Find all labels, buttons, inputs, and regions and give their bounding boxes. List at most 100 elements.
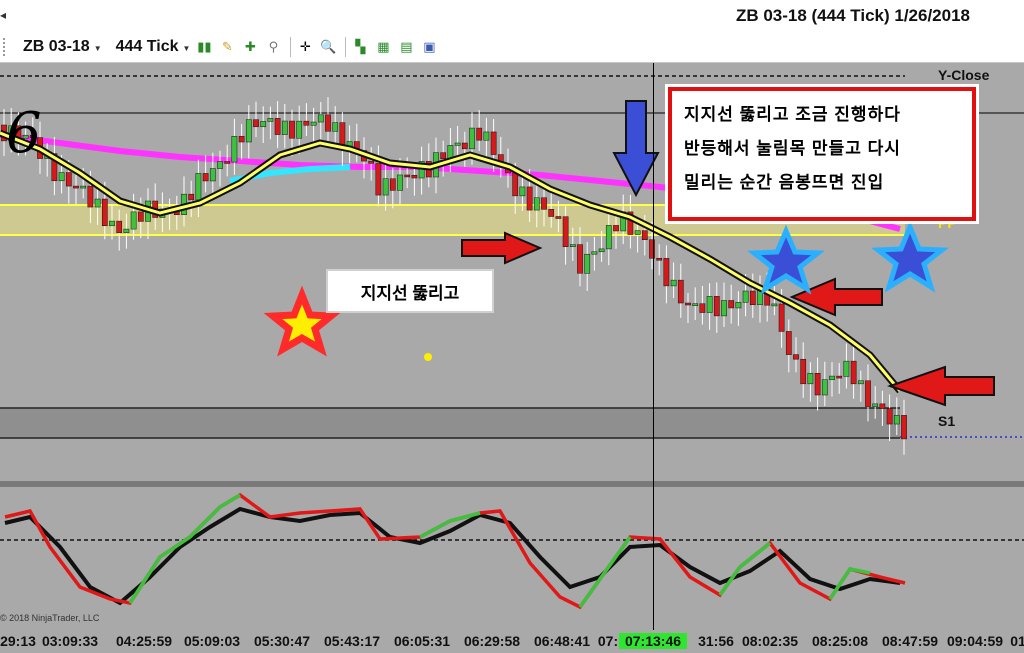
indicators-icon[interactable]: ▚ — [351, 38, 369, 56]
candle-up — [844, 361, 849, 376]
candle-down — [477, 128, 482, 140]
candle-down — [700, 304, 705, 313]
candle-down — [491, 132, 496, 155]
candle-up — [894, 415, 899, 424]
candle-up — [743, 291, 748, 302]
wand-icon[interactable]: ⚲ — [264, 38, 282, 56]
candle-down — [275, 118, 280, 134]
red-star — [273, 295, 331, 349]
chart-area[interactable]: 29:13 03:09:33 04:25:59 05:09:03 05:30:47 05:… — [0, 63, 1024, 653]
annotation-note[interactable]: 지지선 뚫리고 조금 진행하다 반등해서 눌림목 만들고 다시 밀리는 순간 음… — [668, 87, 976, 221]
candle-up — [246, 120, 251, 142]
time-axis-label: 31:56 — [698, 633, 734, 649]
candle-down — [88, 186, 93, 207]
candle-down — [556, 217, 561, 219]
candle-down — [289, 121, 294, 138]
chevron-down-icon: ▼ — [183, 44, 191, 53]
candle-down — [117, 221, 122, 233]
candle-up — [109, 221, 114, 226]
y-close-label: Y-Close — [938, 67, 989, 83]
window-menu-icon[interactable]: ◂ — [0, 8, 6, 22]
bar-type-icon[interactable]: ▮▮ — [195, 38, 213, 56]
candle-up — [217, 161, 222, 168]
candle-up — [671, 280, 676, 286]
candle-up — [383, 179, 388, 195]
candle-down — [462, 143, 467, 149]
time-axis[interactable]: 29:13 03:09:33 04:25:59 05:09:03 05:30:47 05:… — [0, 630, 1024, 653]
candle-down — [325, 115, 330, 131]
candle-up — [455, 143, 460, 145]
candle-up — [484, 132, 489, 140]
pencil-icon[interactable]: ✎ — [218, 38, 236, 56]
candle-down — [880, 404, 885, 409]
candle-up — [736, 302, 741, 308]
candle-down — [203, 173, 208, 181]
zoom-icon[interactable]: 🔍 — [319, 38, 337, 56]
time-axis-label: 06:05:31 — [394, 633, 450, 649]
strategies-icon[interactable]: ▦ — [374, 38, 392, 56]
candle-up — [822, 380, 827, 395]
time-axis-cursor-label: 07:13:46 — [619, 633, 687, 649]
candle-down — [613, 225, 618, 231]
candle-down — [664, 258, 669, 286]
candle-up — [721, 300, 726, 315]
candle-up — [829, 376, 834, 380]
candle-up — [469, 128, 474, 149]
candle-up — [585, 254, 590, 273]
candle-up — [282, 121, 287, 135]
instrument-selector[interactable]: ZB 03-18 ▼ — [23, 38, 102, 56]
chart-properties-icon[interactable]: ▤ — [397, 38, 415, 56]
candle-down — [253, 120, 258, 127]
candle-up — [858, 381, 863, 384]
candle-down — [513, 173, 518, 196]
candle-up — [599, 249, 604, 252]
annotation-small-note[interactable]: 지지선 뚫리고 — [328, 271, 492, 311]
candle-up — [397, 175, 402, 190]
candle-down — [189, 194, 194, 200]
candle-up — [232, 136, 237, 162]
annotation-line: 밀리는 순간 음봉뜨면 진입 — [684, 168, 972, 193]
crosshair-icon[interactable]: ✛ — [296, 38, 314, 56]
candle-down — [815, 373, 820, 395]
candle-down — [527, 187, 532, 210]
time-axis-label: 09:04:59 — [947, 633, 1003, 649]
time-axis-label: 06:29:58 — [464, 633, 520, 649]
candle-up — [59, 173, 64, 181]
copyright-text: © 2018 NinjaTrader, LLC — [0, 613, 99, 623]
cursor-vertical-line — [653, 63, 654, 630]
candle-down — [657, 258, 662, 260]
candle-down — [729, 300, 734, 307]
blue-star-1 — [754, 231, 818, 289]
candle-down — [369, 161, 374, 163]
candle-down — [865, 381, 870, 407]
candle-down — [73, 186, 78, 188]
candle-up — [311, 122, 316, 125]
oscillator-fast-line-green-4 — [720, 543, 770, 595]
add-indicator-icon[interactable]: ✚ — [241, 38, 259, 56]
candle-down — [837, 376, 842, 378]
candle-up — [124, 229, 129, 233]
data-box-icon[interactable]: ▣ — [420, 38, 438, 56]
candle-down — [642, 231, 647, 240]
candle-up — [261, 121, 266, 126]
annotation-line: 반등해서 눌림목 만들고 다시 — [684, 134, 972, 159]
title-bar: ◂ ZB 03-18 (444 Tick) 1/26/2018 — [0, 0, 1024, 32]
candle-up — [196, 173, 201, 199]
oscillator-panel[interactable] — [0, 487, 1024, 635]
candle-down — [441, 153, 446, 159]
candle-down — [405, 175, 410, 177]
candle-down — [779, 304, 784, 332]
toolbar-divider — [345, 37, 346, 57]
candle-up — [318, 115, 323, 122]
candle-down — [887, 409, 892, 424]
s1-label: S1 — [938, 413, 955, 429]
candle-down — [412, 175, 417, 178]
candle-down — [239, 136, 244, 142]
interval-selector[interactable]: 444 Tick ▼ — [116, 38, 191, 56]
candle-down — [793, 355, 798, 360]
toolbar-grip-icon — [3, 38, 9, 56]
s1-zone — [0, 408, 900, 438]
candle-down — [304, 121, 309, 125]
time-axis-label: 29:13 — [0, 633, 36, 649]
candle-up — [772, 304, 777, 306]
